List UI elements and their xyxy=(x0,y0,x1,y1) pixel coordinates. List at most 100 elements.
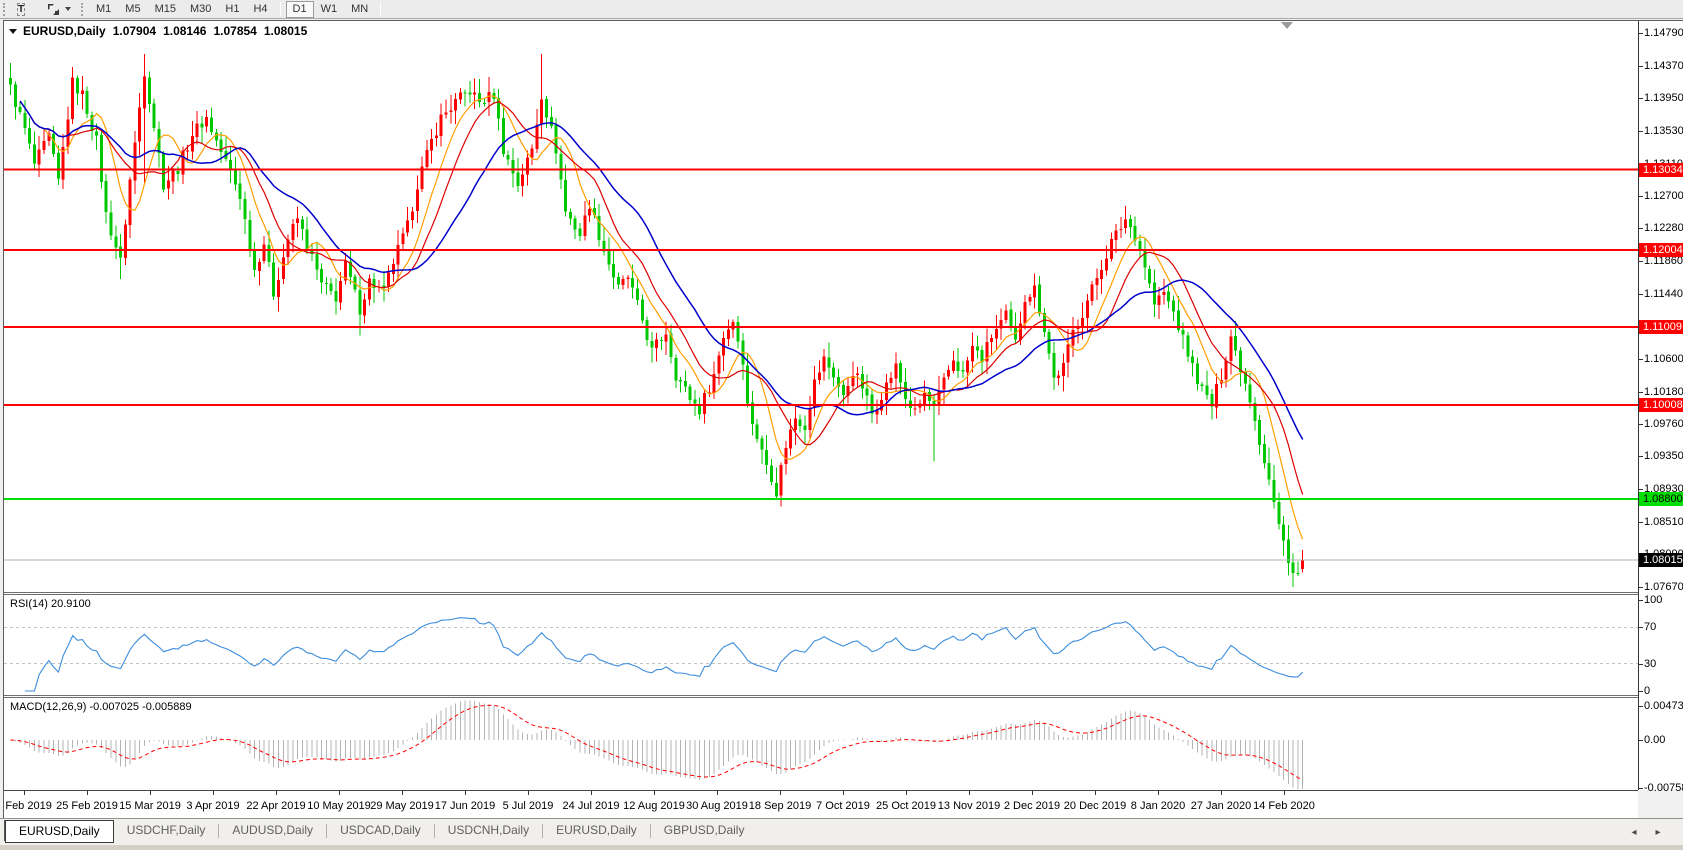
price-axis-tick-mark xyxy=(1639,98,1643,100)
pane-splitter[interactable] xyxy=(4,592,1683,595)
text-tool-button[interactable]: T xyxy=(13,2,29,17)
timeframe-button-m5[interactable]: M5 xyxy=(125,3,141,15)
price-axis-tick: 1.11860 xyxy=(1644,254,1683,267)
price-level-badge: 1.11009 xyxy=(1639,320,1683,335)
timeframe-button-m15[interactable]: M15 xyxy=(154,3,176,15)
price-axis-tick: 1.14370 xyxy=(1644,59,1683,72)
tab-divider xyxy=(542,824,544,838)
price-axis-tick: 1.13950 xyxy=(1644,92,1683,105)
price-axis-tick-mark xyxy=(1639,521,1643,523)
date-axis-label: 15 Mar 2019 xyxy=(119,800,181,812)
ohlc-low: 1.07854 xyxy=(213,24,257,38)
date-axis-label: 3 Apr 2019 xyxy=(186,800,240,812)
chevron-down-icon xyxy=(65,7,71,11)
price-axis-tick: 1.08930 xyxy=(1644,482,1683,495)
price-axis-tick: 1.12280 xyxy=(1644,222,1683,235)
price-axis-tick-mark xyxy=(1639,195,1643,197)
time-axis-tick-mark xyxy=(591,791,592,795)
toolbar-gripper[interactable] xyxy=(3,2,7,16)
time-axis-tick-mark xyxy=(1158,791,1159,795)
date-axis-label: 27 Jan 2020 xyxy=(1190,800,1252,812)
price-axis-tick-mark xyxy=(1639,359,1643,361)
timeframe-button-h1[interactable]: H1 xyxy=(225,3,240,15)
tab-divider xyxy=(649,824,651,838)
chart-tab-usdchf[interactable]: USDCHF,Daily xyxy=(126,823,206,837)
tab-scroll-right-icon[interactable]: ▸ xyxy=(1655,827,1661,838)
chart-tab-eurusd-2[interactable]: EURUSD,Daily xyxy=(556,823,637,837)
arrow-objects-button[interactable] xyxy=(39,1,78,18)
rsi-axis-tick: 70 xyxy=(1644,621,1657,634)
date-axis-label: 18 Sep 2019 xyxy=(748,800,812,812)
arrow-objects-icon xyxy=(48,3,59,15)
time-axis-tick-mark xyxy=(1284,791,1285,795)
time-axis-tick-mark xyxy=(1095,791,1096,795)
date-axis-label: 29 May 2019 xyxy=(370,800,434,812)
toolbar-gripper[interactable] xyxy=(81,2,85,16)
timeframe-button-mn[interactable]: MN xyxy=(351,3,369,15)
price-axis-tick: 1.13530 xyxy=(1644,125,1683,138)
current-price-badge: 1.08015 xyxy=(1639,553,1683,568)
rsi-axis-tick: 100 xyxy=(1644,594,1663,606)
tab-scroll-left-icon[interactable]: ◂ xyxy=(1631,827,1637,838)
chart-tab-eurusd[interactable]: EURUSD,Daily xyxy=(5,820,114,843)
timeframe-button-h4[interactable]: H4 xyxy=(253,3,268,15)
macd-label: MACD(12,26,9) -0.007025 -0.005889 xyxy=(10,701,192,713)
chart-tab-gbpusd[interactable]: GBPUSD,Daily xyxy=(663,823,745,837)
chart-title: EURUSD,Daily 1.07904 1.08146 1.07854 1.0… xyxy=(9,24,314,38)
ohlc-open: 1.07904 xyxy=(112,24,157,38)
pane-splitter[interactable] xyxy=(4,695,1683,698)
time-axis-tick-mark xyxy=(843,791,844,795)
chart-tab-audusd[interactable]: AUDUSD,Daily xyxy=(232,823,314,837)
timeframe-button-d1[interactable]: D1 xyxy=(285,0,314,18)
price-axis-tick-mark xyxy=(1639,65,1643,67)
price-axis-tick-mark xyxy=(1639,587,1643,588)
time-axis-tick-mark xyxy=(654,791,655,795)
chart-symbol: EURUSD,Daily xyxy=(23,24,106,38)
tab-divider xyxy=(433,824,435,838)
chart-tab-usdcad[interactable]: USDCAD,Daily xyxy=(340,823,421,837)
price-axis-tick: 1.07670 xyxy=(1644,581,1683,593)
time-axis-tick-mark xyxy=(213,791,214,795)
macd-pane xyxy=(4,698,1638,790)
macd-chart-canvas[interactable] xyxy=(4,698,1638,790)
time-axis-tick-mark xyxy=(1221,791,1222,795)
time-axis-tick-mark xyxy=(1032,791,1033,795)
timeframe-button-w1[interactable]: W1 xyxy=(320,3,338,15)
date-axis-label: 14 Feb 2020 xyxy=(1253,800,1315,812)
price-pane xyxy=(4,21,1638,592)
price-axis-tick-mark xyxy=(1639,488,1643,490)
chart-tab-usdcnh[interactable]: USDCNH,Daily xyxy=(447,823,530,837)
price-axis-tick: 1.09350 xyxy=(1644,450,1683,463)
tab-bar-stub xyxy=(0,820,5,841)
rsi-label: RSI(14) 20.9100 xyxy=(10,598,91,610)
price-axis-tick-mark xyxy=(1639,391,1643,393)
tab-divider xyxy=(326,824,328,838)
date-axis-label: 6 Feb 2019 xyxy=(4,800,52,812)
time-axis-tick-mark xyxy=(24,791,25,795)
rsi-chart-canvas[interactable] xyxy=(4,595,1638,695)
price-chart-canvas[interactable] xyxy=(4,21,1638,592)
rsi-axis-tick: 30 xyxy=(1644,657,1657,670)
chart-tab-bar: EURUSD,Daily USDCHF,Daily AUDUSD,Daily USDC… xyxy=(0,818,1683,845)
time-axis-tick-mark xyxy=(339,791,340,795)
price-axis-tick-mark xyxy=(1639,260,1643,262)
price-axis-tick: 1.09760 xyxy=(1644,418,1683,431)
macd-axis-tick-mark xyxy=(1639,706,1643,707)
date-axis-label: 30 Aug 2019 xyxy=(686,800,748,812)
price-axis-tick-mark xyxy=(1639,33,1643,34)
date-axis-label: 25 Feb 2019 xyxy=(56,800,118,812)
timeframe-button-m30[interactable]: M30 xyxy=(189,3,212,15)
rsi-pane xyxy=(4,595,1638,695)
date-axis-label: 24 Jul 2019 xyxy=(562,800,620,812)
date-axis-label: 5 Jul 2019 xyxy=(502,800,554,812)
collapse-triangle-icon[interactable] xyxy=(9,28,17,34)
price-axis-tick: 1.11440 xyxy=(1644,287,1683,300)
timeframe-button-m1[interactable]: M1 xyxy=(96,3,112,15)
tab-divider xyxy=(218,824,220,838)
status-strip xyxy=(0,845,1683,850)
macd-axis-tick: 0.00 xyxy=(1644,734,1666,746)
time-axis-tick-mark xyxy=(402,791,403,795)
date-axis-label: 8 Jan 2020 xyxy=(1130,800,1186,812)
time-axis-tick-mark xyxy=(969,791,970,795)
chart-shift-marker-icon[interactable] xyxy=(1281,22,1293,29)
